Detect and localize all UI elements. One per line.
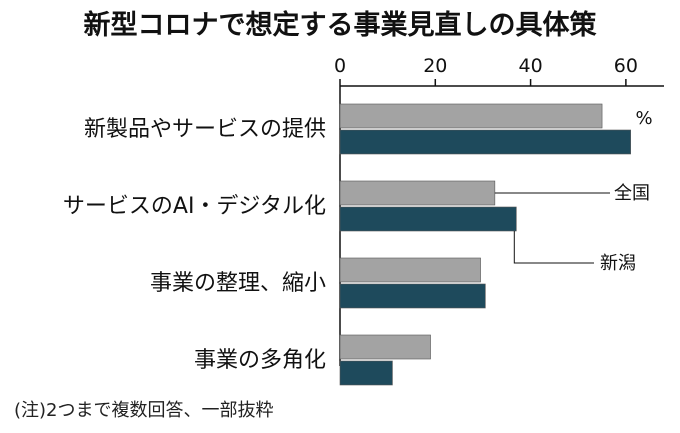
category-label-3: 事業の多角化 bbox=[194, 348, 326, 373]
chart-title: 新型コロナで想定する事業見直しの具体策 bbox=[84, 9, 598, 41]
bar-niigata-0 bbox=[339, 129, 631, 155]
x-tick-label-40: 40 bbox=[518, 55, 542, 77]
category-label-2: 事業の整理、縮小 bbox=[150, 271, 326, 296]
x-tick-label-0: 0 bbox=[334, 55, 346, 77]
bar-zenkoku-2 bbox=[339, 257, 481, 283]
bars bbox=[339, 103, 631, 386]
legend-label-zenkoku: 全国 bbox=[614, 183, 650, 204]
bar-niigata-1 bbox=[339, 206, 517, 232]
bar-niigata-3 bbox=[339, 360, 393, 386]
bar-zenkoku-1 bbox=[339, 180, 496, 206]
unit-label: % bbox=[635, 108, 652, 129]
chart-note: (注)2つまで複数回答、一部抜粋 bbox=[14, 400, 274, 421]
bar-niigata-2 bbox=[339, 283, 486, 309]
x-tick-label-60: 60 bbox=[614, 55, 638, 77]
x-tick-label-20: 20 bbox=[423, 55, 447, 77]
legend-label-niigata: 新潟 bbox=[600, 253, 636, 274]
bar-zenkoku-0 bbox=[339, 103, 603, 129]
legend-leader-niigata bbox=[513, 231, 594, 264]
category-label-0: 新製品やサービスの提供 bbox=[84, 117, 326, 142]
bar-zenkoku-3 bbox=[339, 334, 431, 360]
category-label-1: サービスのAI・デジタル化 bbox=[63, 194, 326, 219]
